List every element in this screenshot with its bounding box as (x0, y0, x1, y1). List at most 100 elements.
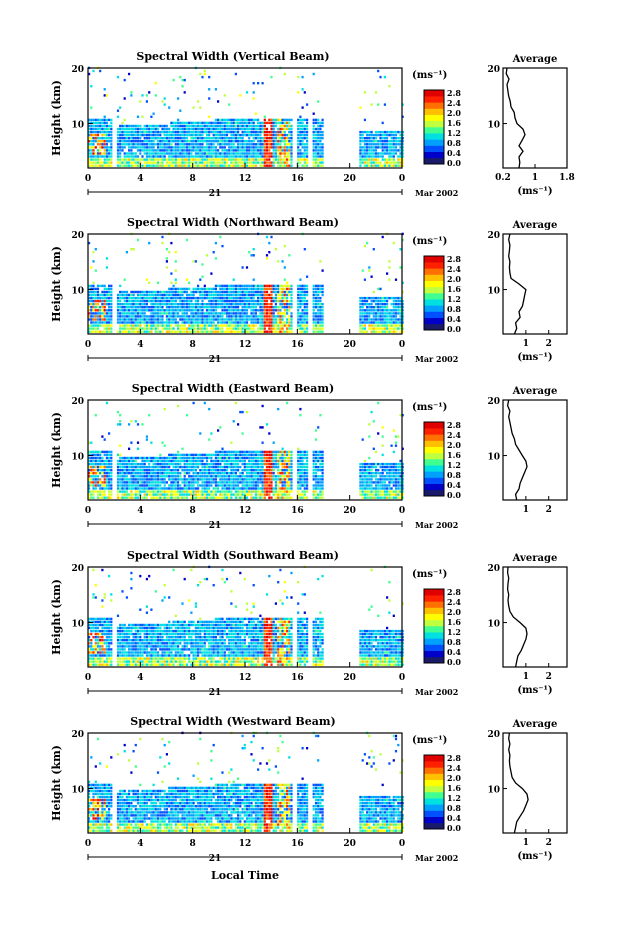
heatmap-cell (321, 309, 324, 312)
heatmap-cell (217, 318, 220, 321)
heatmap-cell (401, 143, 404, 146)
heatmap-cell (132, 318, 135, 321)
colorbar-swatch (424, 108, 444, 115)
heatmap-cell (199, 143, 202, 146)
heatmap-cell (214, 152, 217, 155)
heatmap-cell (232, 318, 235, 321)
heatmap-cell (283, 312, 286, 315)
heatmap-cell (225, 481, 229, 484)
heatmap-cell (177, 475, 180, 478)
heatmap-cell (281, 312, 284, 315)
heatmap-cell (197, 146, 200, 149)
heatmap-cell (168, 306, 171, 309)
heatmap-cell (363, 91, 366, 94)
heatmap-cell (161, 478, 164, 481)
heatmap-cell (168, 296, 171, 300)
heatmap-cell (257, 118, 260, 122)
heatmap-cell (283, 330, 286, 333)
heatmap-cell (156, 140, 160, 143)
heatmap-cell (181, 290, 184, 294)
heatmap-cell (217, 312, 220, 315)
heatmap-cell (394, 161, 398, 164)
heatmap-cell (279, 140, 282, 143)
heatmap-cell (161, 152, 164, 155)
heatmap-cell (377, 161, 380, 164)
heatmap-cell (232, 161, 235, 164)
heatmap-cell (268, 241, 271, 245)
heatmap-cell (359, 327, 362, 330)
heatmap-cell (143, 481, 146, 484)
heatmap-cell (301, 290, 304, 294)
heatmap-cell (368, 140, 371, 143)
heatmap-cell (299, 284, 302, 288)
heatmap-cell (101, 164, 104, 167)
heatmap-cell (274, 327, 277, 330)
heatmap-cell (279, 296, 282, 300)
heatmap-cell (136, 475, 140, 478)
heatmap-cell (272, 309, 275, 312)
heatmap-cell (241, 475, 244, 478)
heatmap-cell (368, 137, 371, 140)
panel-1: Spectral Width (Vertical Beam)2010Height… (50, 50, 575, 199)
heatmap-cell (297, 296, 300, 300)
heatmap-cell (221, 244, 224, 248)
heatmap-cell (143, 456, 146, 460)
heatmap-cell (237, 146, 240, 149)
heatmap-cell (132, 158, 135, 161)
heatmap-cell (90, 450, 93, 454)
heatmap-cell (237, 118, 240, 122)
heatmap-cell (168, 140, 171, 143)
heatmap-cell (156, 484, 160, 487)
heatmap-cell (183, 130, 186, 134)
heatmap-cell (99, 484, 102, 487)
heatmap-cell (272, 158, 275, 161)
heatmap-cell (212, 309, 215, 312)
heatmap-cell (203, 146, 206, 149)
heatmap-cell (181, 143, 184, 146)
heatmap-cell (145, 296, 148, 300)
heatmap-cell (116, 462, 120, 466)
heatmap-cell (156, 306, 160, 309)
heatmap (88, 232, 404, 333)
heatmap-cell (221, 330, 224, 333)
heatmap-cell (103, 290, 106, 294)
heatmap-cell (237, 312, 240, 315)
heatmap-cell (121, 306, 124, 309)
heatmap-cell (245, 324, 249, 327)
heatmap-cell (143, 324, 146, 327)
heatmap-cell (134, 318, 137, 321)
heatmap-cell (90, 306, 93, 309)
heatmap-cell (281, 164, 284, 167)
heatmap-cell (148, 241, 151, 245)
heatmap-cell (210, 287, 213, 291)
heatmap-cell (119, 290, 122, 294)
heatmap-cell (277, 143, 280, 146)
heatmap-cell (237, 164, 240, 167)
heatmap-cell (286, 146, 289, 149)
heatmap-cell (128, 155, 131, 158)
heatmap-cell (156, 303, 160, 306)
heatmap-cell (221, 493, 224, 496)
heatmap-cell (92, 324, 95, 327)
heatmap-cell (223, 118, 226, 122)
heatmap-cell (197, 140, 200, 143)
heatmap-cell (279, 469, 282, 472)
heatmap-cell (145, 456, 148, 460)
heatmap-cell (368, 303, 371, 306)
heatmap-cell (290, 330, 293, 333)
heatmap-cell (399, 299, 402, 303)
heatmap-cell (366, 140, 369, 143)
heatmap-cell (254, 478, 257, 481)
heatmap-cell (174, 124, 177, 128)
heatmap-cell (152, 481, 155, 484)
heatmap-cell (199, 315, 202, 318)
heatmap-cell (223, 481, 226, 484)
heatmap-cell (281, 293, 284, 297)
heatmap-cell (254, 143, 257, 146)
heatmap-cell (103, 484, 106, 487)
heatmap-cell (159, 309, 162, 312)
heatmap-cell (130, 290, 133, 294)
heatmap-cell (377, 158, 380, 161)
heatmap-cell (183, 321, 186, 324)
heatmap-cell (154, 487, 157, 490)
